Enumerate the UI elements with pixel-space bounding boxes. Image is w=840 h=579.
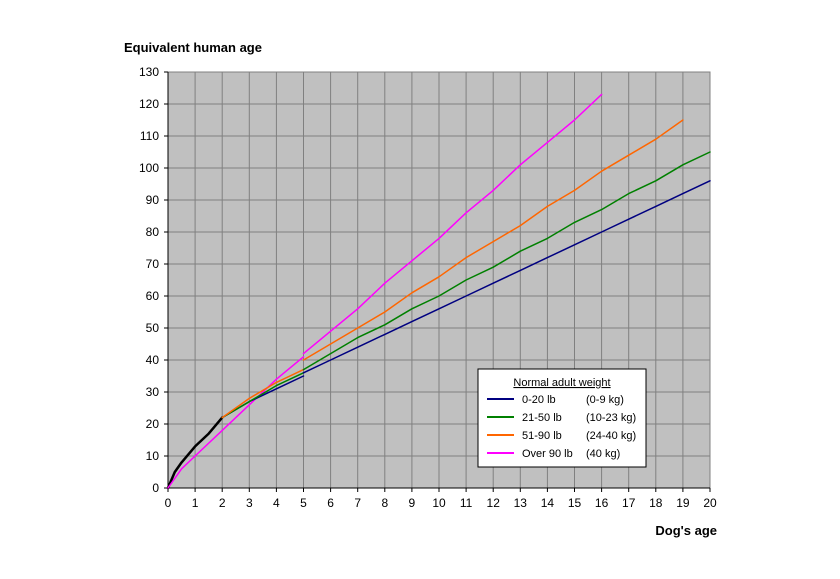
x-tick-label: 11 [460,496,473,510]
y-tick-label: 90 [146,193,160,207]
y-tick-label: 110 [140,129,159,143]
x-tick-label: 18 [649,496,663,510]
y-tick-label: 100 [139,161,159,175]
legend-metric: (40 kg) [586,448,620,460]
x-tick-label: 13 [514,496,528,510]
legend-label: 51-90 lb [522,430,562,442]
y-tick-label: 0 [152,481,159,495]
y-tick-label: 50 [146,321,160,335]
y-tick-labels: 0 10 20 30 40 50 60 70 80 90 100 110 120 130 [139,65,159,495]
series-line-5 [302,180,711,374]
y-tick-label: 70 [146,257,160,271]
y-tick-label: 40 [146,353,160,367]
series-line-0 [166,416,224,490]
x-tick-label: 3 [246,496,253,510]
legend-label: 21-50 lb [522,412,562,424]
x-axis-title: Dog's age [655,523,717,538]
x-tick-label: 7 [354,496,361,510]
axes [164,71,711,492]
y-tick-label: 20 [146,417,160,431]
x-tick-label: 6 [327,496,334,510]
legend-title: Normal adult weight [513,377,610,389]
y-tick-label: 80 [146,225,160,239]
legend-label: 0-20 lb [522,394,556,406]
x-tick-label: 16 [595,496,609,510]
legend-metric: (24-40 kg) [586,430,636,442]
x-tick-label: 17 [622,496,636,510]
legend-label: Over 90 lb [522,448,573,460]
series-line-8 [302,93,603,355]
y-tick-label: 10 [146,449,160,463]
x-tick-label: 8 [381,496,388,510]
series-line-4 [221,368,305,419]
y-tick-label: 120 [139,97,159,111]
y-axis-title: Equivalent human age [124,40,262,55]
legend-metric: (0-9 kg) [586,394,624,406]
legend-metric: (10-23 kg) [586,412,636,424]
series-line-1 [167,356,305,489]
legend: Normal adult weight 0-20 lb (0-9 kg) 21-50… [477,368,647,468]
x-tick-label: 4 [273,496,280,510]
y-tick-label: 60 [146,289,160,303]
x-tick-labels: 0 1 2 3 4 5 6 7 8 9 10 11 12 13 14 15 16 17 18 19 20 [165,496,717,510]
x-tick-label: 2 [219,496,226,510]
x-tick-label: 9 [409,496,416,510]
y-tick-label: 130 [139,65,159,79]
x-tick-label: 0 [165,496,172,510]
x-tick-label: 15 [568,496,582,510]
legend-entries: 0-20 lb (0-9 kg) 21-50 lb (10-23 kg) 51-90 l… [487,394,636,460]
series-line-7 [302,119,684,361]
x-tick-label: 12 [487,496,501,510]
series-line-3 [221,372,305,419]
y-tick-label: 30 [146,385,160,399]
grid-lines [168,71,711,488]
x-tick-label: 20 [703,496,717,510]
x-tick-label: 14 [541,496,555,510]
x-tick-label: 10 [432,496,446,510]
series-lines [166,93,711,490]
x-tick-label: 19 [676,496,690,510]
x-tick-label: 5 [300,496,307,510]
series-line-6 [302,151,711,371]
x-tick-label: 1 [192,496,199,510]
